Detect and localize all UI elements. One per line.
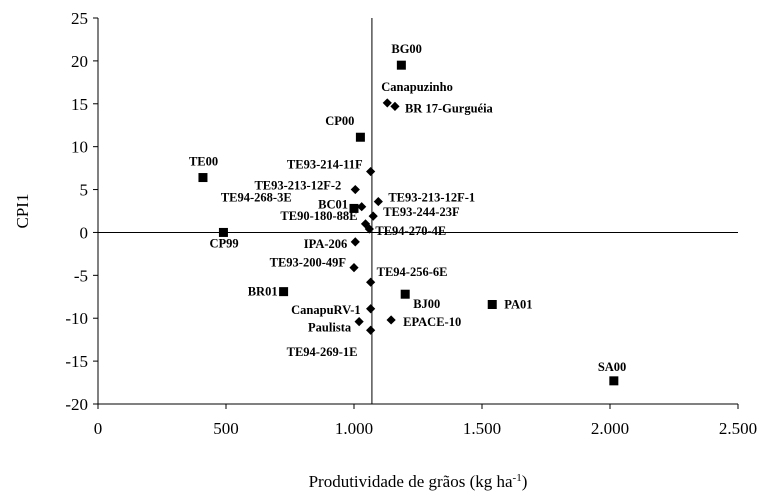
point-label: CanapuRV-1 bbox=[291, 303, 360, 317]
diamond-marker bbox=[360, 219, 371, 229]
reference-lines bbox=[98, 18, 738, 404]
square-marker bbox=[396, 60, 406, 70]
diamond-marker bbox=[354, 317, 364, 327]
point-label: TE90-180-88E bbox=[280, 209, 357, 223]
y-tick-label: -10 bbox=[65, 309, 88, 328]
diamond-marker bbox=[357, 202, 367, 212]
x-tick-label: 2.500 bbox=[719, 419, 757, 438]
diamond-marker bbox=[366, 325, 376, 335]
square-marker bbox=[349, 203, 359, 213]
y-tick-label: 5 bbox=[80, 181, 89, 200]
square-marker bbox=[400, 289, 410, 299]
y-tick-label: 25 bbox=[71, 9, 88, 28]
y-tick-label: -20 bbox=[65, 395, 88, 414]
square-marker bbox=[218, 227, 228, 237]
x-tick-label: 1.000 bbox=[335, 419, 373, 438]
diamond-marker bbox=[349, 263, 359, 273]
diamond-marker bbox=[350, 184, 360, 195]
y-tick-label: 0 bbox=[80, 223, 89, 242]
point-label: TE94-270-4E bbox=[375, 224, 446, 238]
point-label: BG00 bbox=[391, 42, 422, 56]
diamond-marker bbox=[390, 101, 400, 111]
diamond-marker bbox=[366, 277, 376, 287]
x-tick-label: 500 bbox=[213, 419, 239, 438]
point-label: Paulista bbox=[308, 321, 352, 335]
x-tick-label: 0 bbox=[94, 419, 103, 438]
point-label: IPA-206 bbox=[304, 237, 348, 251]
square-marker bbox=[198, 173, 208, 183]
point-label: TE93-213-12F-1 bbox=[388, 191, 475, 205]
square-marker bbox=[355, 132, 365, 142]
square-marker bbox=[609, 376, 619, 386]
x-axis-title-close: ) bbox=[522, 472, 528, 491]
point-label: TE94-269-1E bbox=[287, 345, 358, 359]
y-tick-label: 20 bbox=[71, 52, 88, 71]
y-tick-label: -15 bbox=[65, 352, 88, 371]
point-label: CP00 bbox=[325, 114, 354, 128]
point-label: SA00 bbox=[598, 360, 626, 374]
point-label: CP99 bbox=[209, 236, 238, 250]
y-tick-label: -5 bbox=[74, 266, 88, 285]
point-label: BJ00 bbox=[413, 297, 440, 311]
point-label: EPACE-10 bbox=[403, 315, 461, 329]
x-axis-title-main: Produtividade de grãos (kg ha bbox=[309, 472, 513, 491]
point-label: TE93-213-12F-2 bbox=[254, 179, 341, 193]
point-label: Canapuzinho bbox=[381, 80, 453, 94]
point-label: TE93-200-49F bbox=[270, 256, 347, 270]
y-axis-ticks: -20 -15 -10 -5 0 5 10 15 20 25 bbox=[65, 9, 98, 414]
x-tick-label: 1.500 bbox=[463, 419, 501, 438]
data-points bbox=[198, 60, 619, 386]
point-labels: BG00 CP00 TE00 BC01 CP99 BR01 BJ00 PA01 SA00 Cana… bbox=[189, 42, 626, 374]
point-label: BR 17-Gurguéia bbox=[405, 101, 494, 115]
point-label: TE93-244-23F bbox=[383, 205, 460, 219]
axes bbox=[97, 18, 738, 405]
point-label: BC01 bbox=[318, 197, 348, 211]
x-axis-title-superscript: -1 bbox=[513, 472, 522, 484]
point-label: TE94-268-3E bbox=[221, 191, 292, 205]
y-tick-label: 10 bbox=[71, 138, 88, 157]
x-axis-ticks: 0 500 1.000 1.500 2.000 2.500 bbox=[94, 404, 757, 438]
diamond-marker bbox=[350, 237, 360, 247]
x-axis-title: Produtividade de grãos (kg ha-1) bbox=[309, 472, 528, 491]
y-axis-title: CPI1 bbox=[13, 194, 32, 229]
diamond-marker bbox=[364, 224, 374, 234]
y-tick-label: 15 bbox=[71, 95, 88, 114]
point-label: TE00 bbox=[189, 155, 218, 169]
square-marker bbox=[279, 287, 289, 297]
diamond-marker bbox=[366, 304, 376, 314]
point-label: TE93-214-11F bbox=[287, 158, 363, 172]
x-tick-label: 2.000 bbox=[591, 419, 629, 438]
point-label: BR01 bbox=[248, 285, 278, 299]
diamond-marker bbox=[382, 98, 392, 108]
diamond-marker bbox=[373, 196, 383, 207]
point-label: TE94-256-6E bbox=[377, 265, 448, 279]
diamond-marker bbox=[368, 211, 378, 221]
square-marker bbox=[487, 299, 497, 309]
point-label: PA01 bbox=[504, 297, 532, 311]
diamond-marker bbox=[386, 315, 396, 325]
diamond-marker bbox=[366, 166, 376, 177]
